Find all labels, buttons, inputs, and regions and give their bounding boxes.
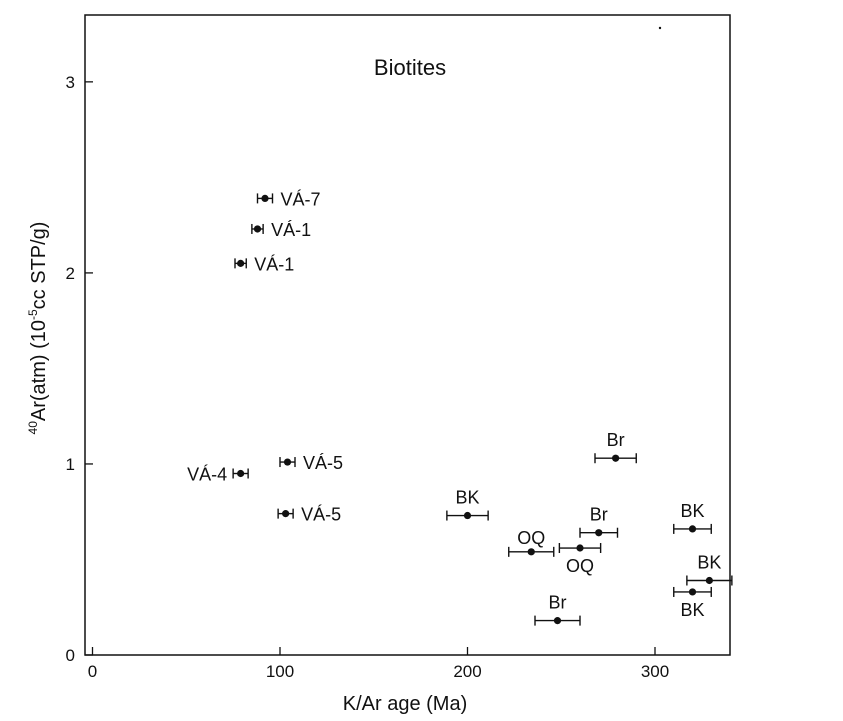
point-label: BK [455,488,479,508]
point-label: BK [697,552,721,572]
axis-ticks: 0 100 200 300 0 1 2 3 [66,73,670,681]
stray-dot [658,26,662,30]
y-axis-label: 40Ar(atm) (10-5cc STP/g) [26,222,50,435]
data-point [283,458,292,466]
point-label: Br [549,593,567,613]
y-tick-label: 0 [66,646,75,665]
point-label: Br [607,430,625,450]
y-axis-label-main: Ar(atm) (10 [28,320,50,421]
point-label: BK [680,501,704,521]
data-point [595,529,603,537]
x-tick-label: 300 [641,662,669,681]
x-tick-label: 100 [266,662,294,681]
y-tick-label: 1 [66,455,75,474]
point-label: VÁ-5 [303,453,343,473]
point-label: VÁ-1 [271,220,311,240]
y-tick-label: 3 [66,73,75,92]
point-label: OQ [566,556,594,576]
point-label: OQ [517,528,545,548]
y-tick-label: 2 [66,264,75,283]
point-label: VÁ-4 [187,465,227,485]
data-point [688,588,697,596]
x-axis-label: K/Ar age (Ma) [343,693,467,715]
point-label: BK [680,600,704,620]
point-label: VÁ-5 [301,505,341,525]
data-point [237,259,245,267]
data-point [688,525,697,533]
data-point [261,194,269,203]
data-point [237,469,245,478]
data-point [253,225,262,233]
data-point [705,576,713,585]
x-tick-label: 200 [453,662,481,681]
data-point [282,510,290,518]
x-tick-label: 0 [88,662,97,681]
data-point [612,454,620,462]
data-point [527,548,535,556]
data-point [553,617,562,625]
plot-frame [84,14,731,656]
point-label: VÁ-7 [281,189,321,209]
y-axis-label-sup-exp: -5 [26,309,40,320]
data-marks: VÁ-7 VÁ-1 VÁ-1 VÁ-4 VÁ-5 VÁ-5 BK Br Br OQ OQ Br BK BK… [187,189,733,626]
y-axis-label-tail: cc STP/g) [28,222,50,310]
point-label: Br [590,505,608,525]
y-axis-label-sup40: 40 [26,421,40,435]
chart-title: Biotites [374,55,446,80]
data-point [463,511,472,520]
point-label: VÁ-1 [254,254,294,274]
data-point [576,544,584,552]
